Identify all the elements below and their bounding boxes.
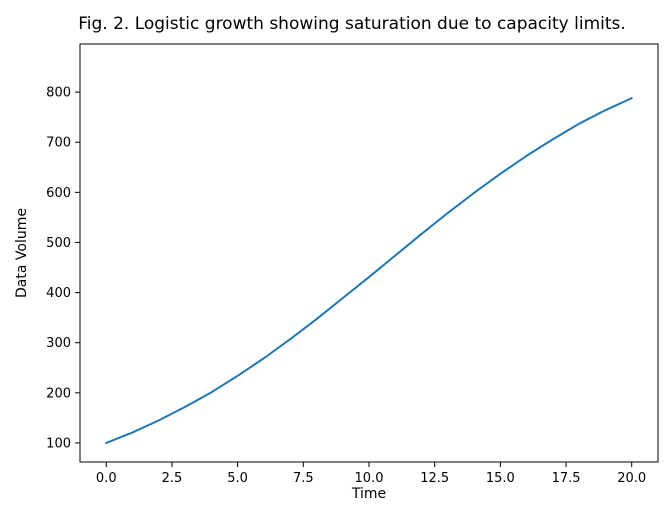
x-tick-label: 2.5 [162,471,183,486]
y-tick-label: 400 [46,286,71,301]
y-tick-label: 100 [46,436,71,451]
x-axis: 0.0 2.5 5.0 7.5 10.0 12.5 15.0 17.5 20.0 [96,462,646,486]
x-tick-label: 5.0 [227,471,248,486]
chart-title: Fig. 2. Logistic growth showing saturati… [78,14,626,34]
y-tick-label: 800 [46,86,71,101]
plot-frame [79,43,659,463]
y-axis-label: Data Volume [14,208,30,298]
x-tick-label: 15.0 [486,471,515,486]
y-tick-label: 700 [46,136,71,151]
y-tick-label: 500 [46,236,71,251]
x-tick-label: 0.0 [96,471,117,486]
x-axis-label: Time [351,486,386,502]
y-tick-label: 300 [46,336,71,351]
y-axis: 100 200 300 400 500 600 700 800 [46,86,80,451]
x-tick-label: 7.5 [293,471,314,486]
x-tick-label: 20.0 [617,471,646,486]
x-tick-label: 17.5 [552,471,581,486]
series-line-0 [105,97,633,444]
x-tick-label: 12.5 [420,471,449,486]
y-tick-label: 200 [46,386,71,401]
y-tick-label: 600 [46,186,71,201]
x-tick-label: 10.0 [355,471,384,486]
plot-area [105,97,633,444]
